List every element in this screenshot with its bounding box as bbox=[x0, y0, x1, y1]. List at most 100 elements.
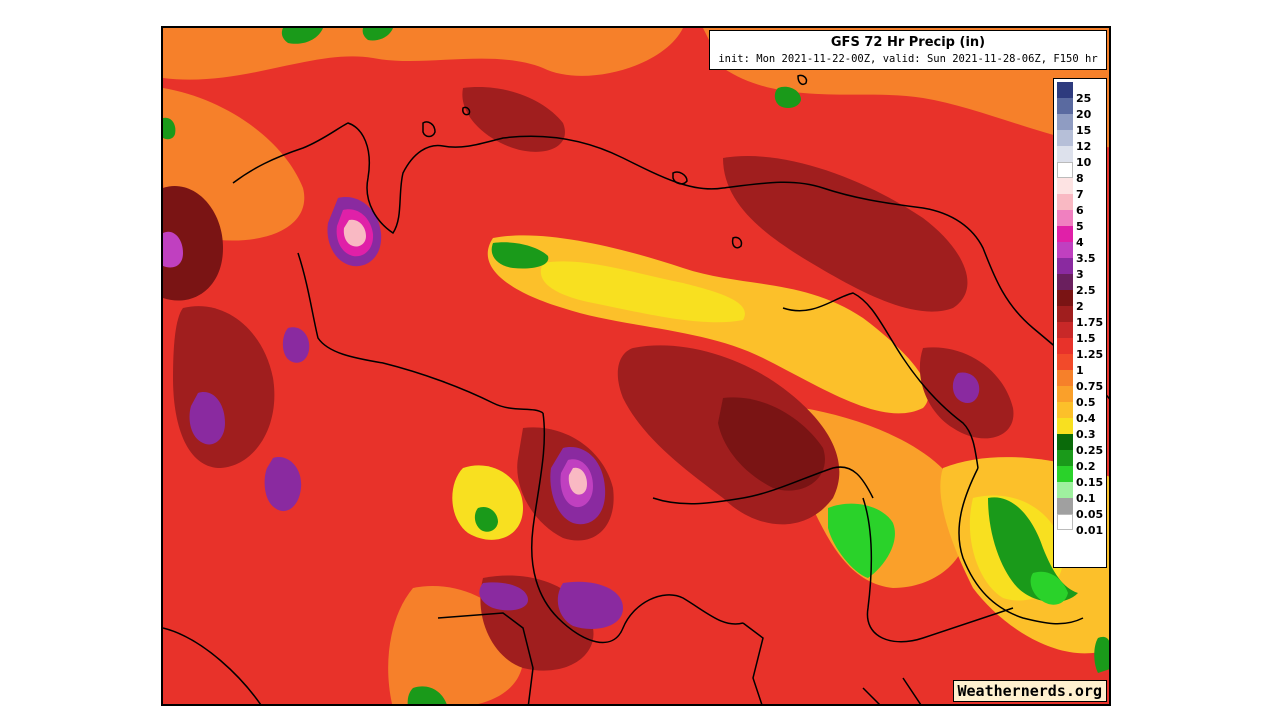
border-line bbox=[297, 252, 544, 414]
green-area bbox=[774, 86, 801, 108]
legend-swatch bbox=[1057, 290, 1073, 306]
legend-label: 1.25 bbox=[1076, 347, 1104, 361]
legend-item: 0.4 bbox=[1057, 402, 1106, 425]
green-area bbox=[362, 28, 393, 41]
green-area bbox=[407, 686, 447, 704]
legend-swatch bbox=[1057, 386, 1073, 402]
legend-swatch bbox=[1057, 370, 1073, 386]
legend-item: 3 bbox=[1057, 258, 1106, 281]
legend-swatch bbox=[1057, 130, 1073, 146]
legend-item: 0.1 bbox=[1057, 482, 1106, 505]
border-line bbox=[862, 687, 881, 704]
precip-map: GFS 72 Hr Precip (in) init: Mon 2021-11-… bbox=[161, 26, 1111, 706]
legend-item: 2.5 bbox=[1057, 274, 1106, 297]
pink-area bbox=[343, 219, 366, 247]
legend-swatch bbox=[1057, 498, 1073, 514]
legend-label: 0.25 bbox=[1076, 443, 1104, 457]
legend-label: 4 bbox=[1076, 235, 1084, 249]
legend-label: 0.15 bbox=[1076, 475, 1104, 489]
green-area bbox=[281, 28, 323, 44]
dark-red-area bbox=[163, 186, 223, 301]
legend-swatch bbox=[1057, 98, 1073, 114]
legend-label: 15 bbox=[1076, 123, 1092, 137]
legend-swatch bbox=[1057, 210, 1073, 226]
legend-label: 3.5 bbox=[1076, 251, 1096, 265]
legend-label: 0.01 bbox=[1076, 523, 1104, 537]
green-area bbox=[1094, 636, 1109, 673]
island bbox=[672, 171, 688, 185]
yellow-area bbox=[452, 465, 523, 540]
legend-label: 25 bbox=[1076, 91, 1092, 105]
legend-label: 2.5 bbox=[1076, 283, 1096, 297]
legend-label: 1 bbox=[1076, 363, 1084, 377]
legend-label: 3 bbox=[1076, 267, 1084, 281]
legend-swatch bbox=[1057, 258, 1073, 274]
border-line bbox=[782, 292, 979, 469]
pink-area bbox=[568, 467, 587, 495]
purple-area bbox=[479, 582, 528, 611]
legend-label: 5 bbox=[1076, 219, 1084, 233]
legend-label: 0.75 bbox=[1076, 379, 1104, 393]
legend-item: 0.3 bbox=[1057, 418, 1106, 441]
legend-item: 25 bbox=[1057, 82, 1106, 105]
legend-swatch bbox=[1057, 194, 1073, 210]
legend-item: 0.15 bbox=[1057, 466, 1106, 489]
dark-red-area bbox=[723, 156, 968, 312]
boundaries bbox=[163, 74, 1109, 704]
map-subtitle: init: Mon 2021-11-22-00Z, valid: Sun 202… bbox=[718, 53, 1098, 65]
legend-label: 1.5 bbox=[1076, 331, 1096, 345]
legend-label: 0.1 bbox=[1076, 491, 1096, 505]
border-line bbox=[958, 467, 1084, 625]
legend-item: 5 bbox=[1057, 210, 1106, 233]
legend-item: 0.5 bbox=[1057, 386, 1106, 409]
border-line bbox=[862, 497, 1014, 643]
legend-item: 0.05 bbox=[1057, 498, 1106, 521]
legend-item: 3.5 bbox=[1057, 242, 1106, 265]
border-line bbox=[163, 627, 262, 704]
legend-label: 0.4 bbox=[1076, 411, 1096, 425]
legend-item: 6 bbox=[1057, 194, 1106, 217]
legend-item: 1.75 bbox=[1057, 306, 1106, 329]
legend-label: 20 bbox=[1076, 107, 1092, 121]
green-area bbox=[491, 242, 549, 269]
legend-swatch bbox=[1057, 514, 1073, 530]
purple-area bbox=[952, 372, 980, 404]
legend-label: 10 bbox=[1076, 155, 1092, 169]
legend-item: 1 bbox=[1057, 354, 1106, 377]
green-area bbox=[828, 503, 895, 578]
legend-swatch bbox=[1057, 178, 1073, 194]
legend-swatch bbox=[1057, 146, 1073, 162]
legend-label: 6 bbox=[1076, 203, 1084, 217]
island bbox=[731, 236, 743, 249]
island bbox=[462, 106, 471, 116]
border-line bbox=[437, 612, 534, 704]
legend-item: 12 bbox=[1057, 130, 1106, 153]
border-line bbox=[652, 466, 874, 505]
purple-area bbox=[189, 392, 225, 445]
legend-swatch bbox=[1057, 482, 1073, 498]
legend-label: 2 bbox=[1076, 299, 1084, 313]
legend-item: 1.25 bbox=[1057, 338, 1106, 361]
legend-swatch bbox=[1057, 274, 1073, 290]
legend-swatch bbox=[1057, 82, 1073, 98]
legend-swatch bbox=[1057, 322, 1073, 338]
map-title-box: GFS 72 Hr Precip (in) init: Mon 2021-11-… bbox=[709, 30, 1107, 70]
dark-red-area bbox=[718, 397, 825, 491]
legend-item: 10 bbox=[1057, 146, 1106, 169]
legend-swatch bbox=[1057, 162, 1073, 178]
green-area bbox=[988, 497, 1078, 603]
legend-swatch bbox=[1057, 226, 1073, 242]
legend-item: 2 bbox=[1057, 290, 1106, 313]
purple-area bbox=[557, 581, 623, 629]
legend-item: 7 bbox=[1057, 178, 1106, 201]
legend-item: 20 bbox=[1057, 98, 1106, 121]
legend-swatch bbox=[1057, 450, 1073, 466]
map-title: GFS 72 Hr Precip (in) bbox=[830, 35, 986, 50]
color-legend: 25 20 15 12 10 8 7 6 5 4 3.5 3 2.5 2 1.75 1.5 1.25 1 0.75 0… bbox=[1053, 78, 1107, 568]
purple-area bbox=[163, 231, 183, 268]
legend-item: 0.2 bbox=[1057, 450, 1106, 473]
legend-item: 8 bbox=[1057, 162, 1106, 185]
purple-area bbox=[282, 327, 310, 363]
legend-label: 0.2 bbox=[1076, 459, 1096, 473]
legend-swatch bbox=[1057, 466, 1073, 482]
